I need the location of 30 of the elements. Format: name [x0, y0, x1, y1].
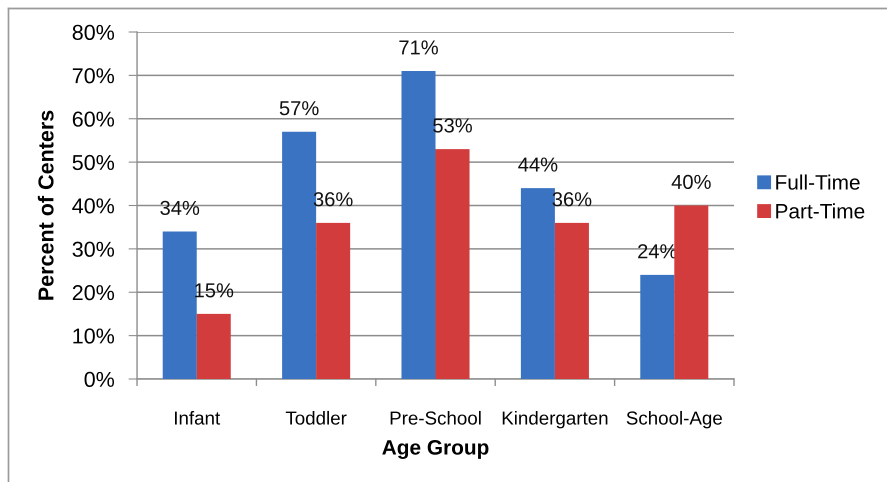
y-tick-label: 80% [72, 24, 114, 40]
bar [316, 222, 350, 379]
bar [554, 222, 589, 379]
y-tick-label: 10% [73, 328, 114, 344]
legend-label: Part-Time [776, 203, 864, 219]
bar [196, 314, 231, 379]
x-axis-title: Age Group [382, 440, 488, 459]
data-label: 44% [518, 158, 558, 172]
y-tick-label: 30% [72, 242, 114, 257]
y-tick-label: 0% [84, 372, 114, 388]
y-tick-label: 50% [72, 154, 114, 170]
x-tick-label: Infant [175, 410, 220, 425]
bar [162, 232, 197, 379]
x-tick-label: Kindergarten [502, 410, 608, 428]
data-label: 40% [672, 174, 711, 190]
y-tick-label: 60% [72, 112, 114, 127]
y-tick-label: 20% [72, 285, 114, 300]
bar [674, 206, 708, 379]
data-label: 71% [399, 40, 438, 54]
x-tick-label: School-Age [626, 410, 722, 428]
y-tick-label: 40% [72, 198, 114, 214]
x-tick-label: Pre-School [390, 410, 481, 425]
y-tick-label: 70% [72, 68, 114, 84]
data-label: 57% [280, 101, 319, 116]
x-tick-label: Toddler [286, 410, 347, 425]
data-label: 34% [160, 200, 200, 216]
legend-label: Full-Time [776, 174, 860, 190]
y-axis-title: Percent of Centers [38, 110, 54, 300]
bar [640, 274, 674, 379]
bar [436, 149, 470, 379]
